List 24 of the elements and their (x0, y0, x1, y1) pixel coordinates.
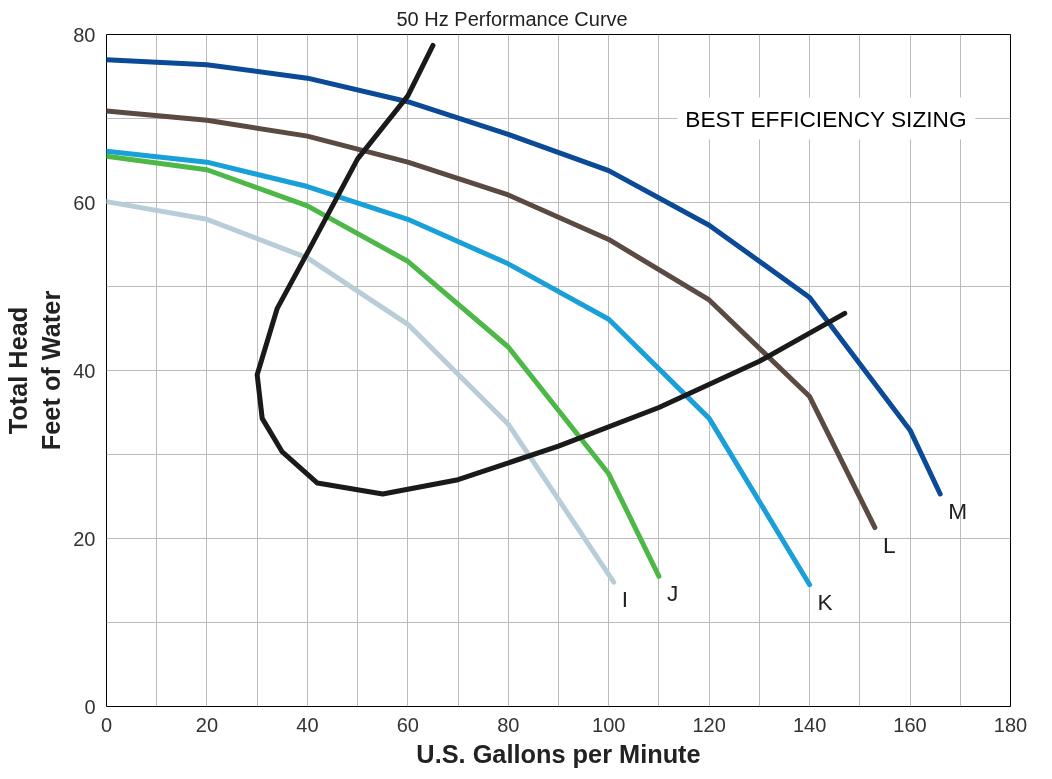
y-axis-title: Total Head Feet of Water (3, 290, 66, 451)
y-tick-label: 60 (73, 191, 96, 214)
y-tick-label: 80 (73, 23, 96, 46)
y-tick-label: 20 (73, 527, 96, 550)
series-label: M (948, 497, 968, 524)
y-tick-label: 40 (73, 359, 96, 382)
x-tick-label: 100 (592, 713, 626, 736)
x-tick-label: 160 (893, 713, 927, 736)
x-tick-label: 60 (396, 713, 419, 736)
y-tick-label: 0 (84, 695, 96, 718)
x-axis-title: U.S. Gallons per Minute (416, 739, 701, 768)
x-tick-label: 120 (692, 713, 726, 736)
x-tick-label: 140 (792, 713, 827, 736)
series-label: K (817, 588, 833, 615)
x-tick-label: 80 (497, 713, 520, 736)
series-label: 50 Hz Performance Curve (396, 7, 628, 30)
annotation: BEST EFFICIENCY SIZING (685, 105, 967, 132)
series-label: I (621, 586, 629, 613)
series-label: L (882, 531, 896, 558)
x-tick-label: 40 (296, 713, 319, 736)
x-tick-label: 180 (993, 713, 1028, 736)
x-tick-label: 0 (100, 713, 113, 736)
x-tick-label: 20 (195, 713, 219, 736)
series-label: J (666, 580, 679, 607)
